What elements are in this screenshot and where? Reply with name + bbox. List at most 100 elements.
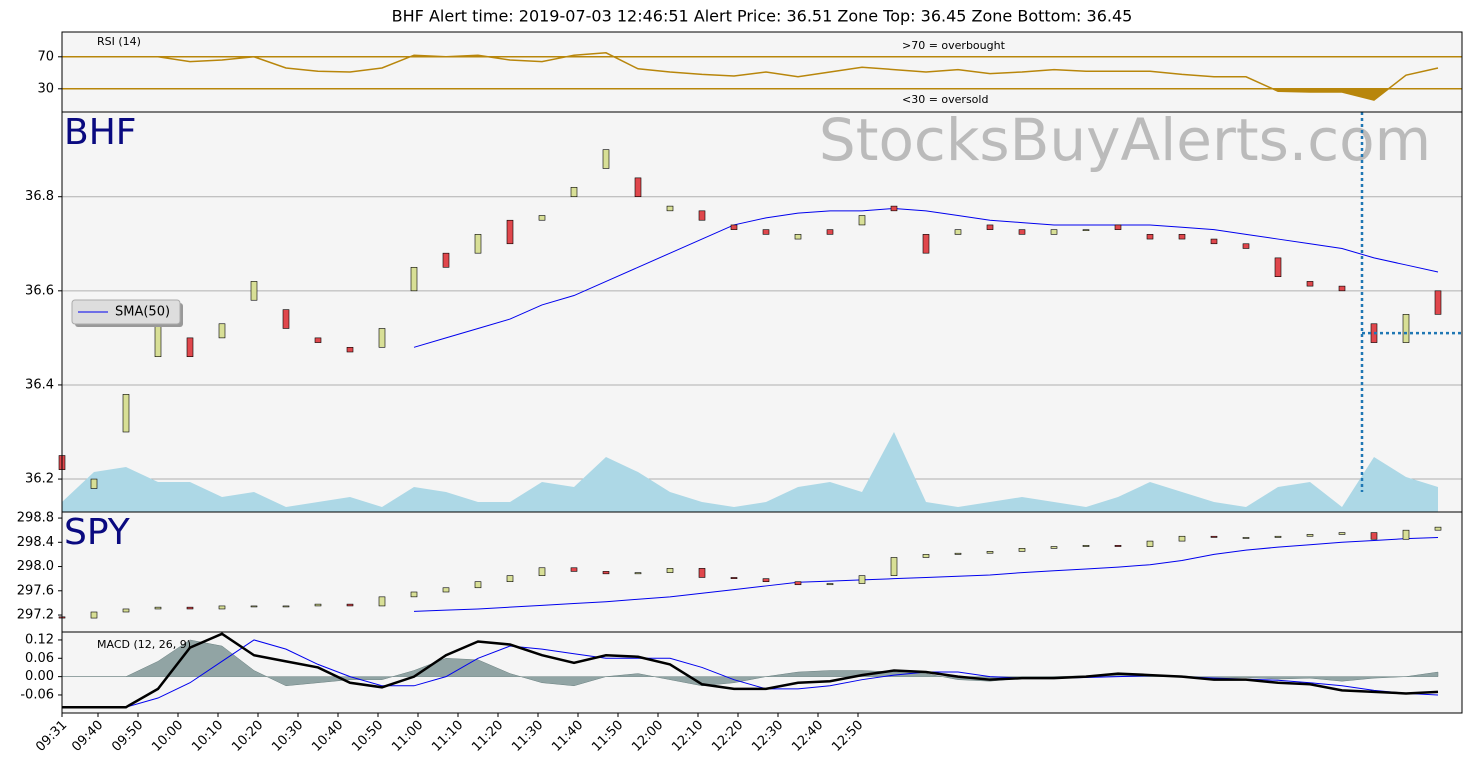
rsi-line <box>62 52 1439 101</box>
candle <box>1114 224 1122 230</box>
panel <box>62 512 1462 632</box>
candle <box>122 608 130 613</box>
signal-line <box>62 639 1439 708</box>
symbol-label: SPY <box>64 512 131 553</box>
legend-box <box>71 299 181 325</box>
watermark: StocksBuyAlerts.com <box>819 106 1431 174</box>
candle <box>634 572 642 575</box>
candle <box>570 186 578 198</box>
x-tick-label: 10:40 <box>309 718 346 755</box>
candle <box>890 557 898 576</box>
candle <box>1338 285 1346 292</box>
overbought-label: >70 = overbought <box>902 39 1006 52</box>
panel <box>62 112 1462 512</box>
candle <box>1050 546 1058 549</box>
candle <box>282 605 290 608</box>
candle <box>986 224 994 230</box>
candle <box>570 567 578 572</box>
candle <box>1306 281 1314 287</box>
chart-title: BHF Alert time: 2019-07-03 12:46:51 Aler… <box>392 7 1133 26</box>
candle <box>602 571 610 575</box>
macd-line <box>62 632 1439 709</box>
y-tick-label: 298.0 <box>17 559 54 574</box>
candle <box>954 552 962 555</box>
candle <box>1050 229 1058 235</box>
x-tick-label: 11:00 <box>389 718 426 755</box>
x-tick-label: 09:50 <box>109 718 146 755</box>
candle <box>474 234 482 254</box>
candle <box>1306 534 1314 537</box>
y-tick-label: 0.06 <box>25 651 54 666</box>
candle <box>1082 229 1090 231</box>
sma-line <box>413 207 1439 348</box>
x-tick-label: 11:40 <box>549 718 586 755</box>
candle <box>666 568 674 573</box>
candle <box>1210 535 1218 538</box>
candle <box>218 323 226 339</box>
candle <box>186 337 194 358</box>
panel-label: MACD (12, 26, 9) <box>97 638 191 651</box>
candle <box>794 581 802 586</box>
candle <box>858 575 866 584</box>
x-tick-label: 10:30 <box>269 718 306 755</box>
candle <box>1018 229 1026 235</box>
candle <box>762 578 770 582</box>
panel-label: RSI (14) <box>97 35 141 48</box>
candle <box>90 611 98 619</box>
candle <box>730 577 738 579</box>
x-tick-label: 12:40 <box>789 718 826 755</box>
candle <box>954 229 962 235</box>
y-tick-label: 30 <box>37 81 54 96</box>
candle <box>1370 532 1378 540</box>
candle <box>922 554 930 558</box>
x-tick-label: 11:50 <box>589 718 626 755</box>
candle <box>1242 537 1250 539</box>
x-tick-label: 11:20 <box>469 718 506 755</box>
candle <box>858 215 866 226</box>
candle <box>1242 243 1250 249</box>
x-tick-label: 12:50 <box>829 718 866 755</box>
x-tick-label: 10:00 <box>149 718 186 755</box>
candle <box>538 567 546 576</box>
panel <box>62 632 1462 713</box>
candle <box>1146 234 1154 240</box>
candle <box>1178 535 1186 542</box>
candle <box>378 328 386 348</box>
candle <box>922 234 930 254</box>
x-tick-label: 09:40 <box>69 718 106 755</box>
x-tick-label: 09:31 <box>33 718 70 755</box>
candle <box>1402 314 1410 343</box>
candle <box>90 478 98 489</box>
x-tick-label: 11:10 <box>429 718 466 755</box>
candle <box>314 337 322 343</box>
candle <box>1114 545 1122 547</box>
y-tick-label: 36.2 <box>25 472 54 487</box>
candle <box>314 603 322 607</box>
oversold-label: <30 = oversold <box>902 93 988 106</box>
candle <box>346 346 354 353</box>
x-tick-label: 12:10 <box>669 718 706 755</box>
x-tick-label: 12:30 <box>749 718 786 755</box>
y-tick-label: 36.8 <box>25 189 54 204</box>
volume-area <box>62 432 1438 512</box>
candle <box>250 281 258 301</box>
y-tick-label: -0.06 <box>20 687 54 702</box>
x-tick-label: 12:00 <box>629 718 666 755</box>
candle <box>1338 532 1346 535</box>
histogram-area <box>62 639 1439 687</box>
x-tick-label: 10:10 <box>189 718 226 755</box>
candle <box>1210 238 1218 245</box>
candle <box>986 551 994 554</box>
candle <box>1402 529 1410 540</box>
legend-label: SMA(50) <box>115 305 170 320</box>
x-tick-label: 11:30 <box>509 718 546 755</box>
candle <box>1146 540 1154 547</box>
candle <box>346 603 354 607</box>
candle <box>1018 548 1026 552</box>
candle <box>506 575 514 582</box>
candle <box>154 606 162 610</box>
candle <box>826 229 834 235</box>
candle <box>538 215 546 221</box>
candle <box>218 605 226 610</box>
candle <box>442 252 450 268</box>
